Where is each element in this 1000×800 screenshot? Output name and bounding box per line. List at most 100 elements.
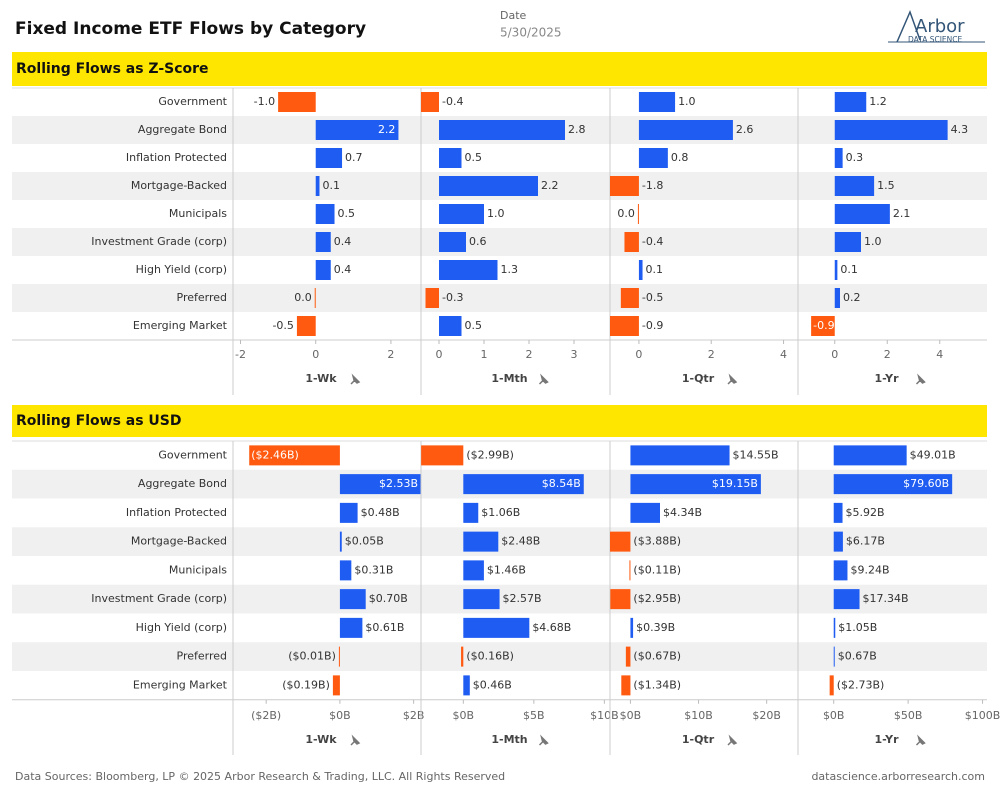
category-label: Emerging Market xyxy=(133,678,228,691)
bar xyxy=(638,92,676,112)
bar xyxy=(834,92,867,112)
date: 5/30/2025 xyxy=(500,26,562,40)
value-label: 2.8 xyxy=(568,123,586,136)
bar xyxy=(315,120,399,140)
logo-mark xyxy=(896,9,921,43)
bars xyxy=(610,92,733,336)
bar xyxy=(638,260,643,280)
value-label: $4.68B xyxy=(532,621,571,634)
bar xyxy=(439,120,565,140)
bar xyxy=(621,675,631,696)
value-label: 0.0 xyxy=(617,207,635,220)
value-label: $0.67B xyxy=(838,650,877,663)
value-label: $0.61B xyxy=(365,621,404,634)
row-stripe xyxy=(12,228,987,256)
bar xyxy=(315,204,335,224)
bar xyxy=(315,148,343,168)
value-label: $0.31B xyxy=(354,563,393,576)
row-stripe xyxy=(12,284,987,312)
x-tick-label: 4 xyxy=(936,348,943,361)
value-label: -0.4 xyxy=(642,235,663,248)
x-tick-label: $0B xyxy=(453,709,475,722)
x-tick-label: $0B xyxy=(329,709,351,722)
x-tick-label: 2 xyxy=(708,348,715,361)
value-label: -0.4 xyxy=(442,95,463,108)
category-label: High Yield (corp) xyxy=(136,621,227,634)
bar xyxy=(463,675,470,696)
bar xyxy=(461,646,464,667)
value-label: 1.3 xyxy=(501,263,519,276)
bar xyxy=(315,176,320,196)
value-label: 4.3 xyxy=(951,123,969,136)
bar xyxy=(610,316,639,336)
bar xyxy=(439,148,462,168)
x-tick-label: 4 xyxy=(780,348,787,361)
bar xyxy=(833,589,860,610)
category-label: Aggregate Bond xyxy=(138,477,227,490)
bar xyxy=(421,445,464,466)
bar xyxy=(439,176,538,196)
bar xyxy=(339,531,342,552)
x-tick-label: 2 xyxy=(387,348,394,361)
value-label: $1.05B xyxy=(838,621,877,634)
value-label: ($2.99B) xyxy=(466,448,514,461)
category-label: Mortgage-Backed xyxy=(131,535,227,548)
bar xyxy=(425,288,439,308)
pin-icon xyxy=(350,373,361,385)
x-tick-label: $0B xyxy=(823,709,845,722)
value-label: $2.48B xyxy=(501,535,540,548)
value-label: -0.9 xyxy=(642,319,663,332)
value-label: ($1.34B) xyxy=(633,678,681,691)
value-label: 0.3 xyxy=(846,151,864,164)
section-band xyxy=(12,405,987,437)
value-label: 0.5 xyxy=(338,207,356,220)
bar xyxy=(339,589,366,610)
value-label: 0.6 xyxy=(469,235,487,248)
value-label: $9.24B xyxy=(850,563,889,576)
pin-icon xyxy=(538,373,549,385)
bar xyxy=(630,474,761,495)
bar xyxy=(834,260,838,280)
value-label: ($3.88B) xyxy=(633,535,681,548)
bar xyxy=(314,288,316,308)
bar xyxy=(463,502,479,523)
bar xyxy=(463,560,484,581)
value-label: $0.46B xyxy=(473,678,512,691)
bar xyxy=(637,204,639,224)
value-label: 0.5 xyxy=(465,319,483,332)
value-label: $0.05B xyxy=(345,535,384,548)
bar xyxy=(625,646,631,667)
value-label: 1.5 xyxy=(877,179,895,192)
value-label: $1.06B xyxy=(481,506,520,519)
value-label: $2.53B xyxy=(379,477,418,490)
value-label: -0.5 xyxy=(642,291,663,304)
category-label: Preferred xyxy=(177,291,228,304)
category-label: Investment Grade (corp) xyxy=(91,592,227,605)
value-label: ($0.11B) xyxy=(633,563,681,576)
category-label: Government xyxy=(158,448,227,461)
value-label: 0.4 xyxy=(334,235,352,248)
bar xyxy=(439,232,466,252)
bar xyxy=(315,232,331,252)
bar xyxy=(638,120,733,140)
bar xyxy=(463,474,584,495)
value-label: 0.1 xyxy=(646,263,664,276)
bars xyxy=(249,445,421,696)
value-label: -0.5 xyxy=(272,319,293,332)
bar xyxy=(829,675,834,696)
value-label: ($2.46B) xyxy=(251,448,299,461)
bar xyxy=(833,646,835,667)
x-tick-label: $0B xyxy=(620,709,642,722)
value-label: $2.57B xyxy=(503,592,542,605)
value-label: $8.54B xyxy=(542,477,581,490)
bars xyxy=(811,92,948,336)
x-tick-label: 1 xyxy=(481,348,488,361)
row-stripe xyxy=(12,642,987,671)
value-label: 2.2 xyxy=(541,179,559,192)
x-tick-label: -2 xyxy=(235,348,246,361)
bar xyxy=(638,148,668,168)
bar xyxy=(620,288,639,308)
x-tick-label: 2 xyxy=(884,348,891,361)
x-tick-label: $20B xyxy=(752,709,781,722)
bar xyxy=(339,617,363,638)
